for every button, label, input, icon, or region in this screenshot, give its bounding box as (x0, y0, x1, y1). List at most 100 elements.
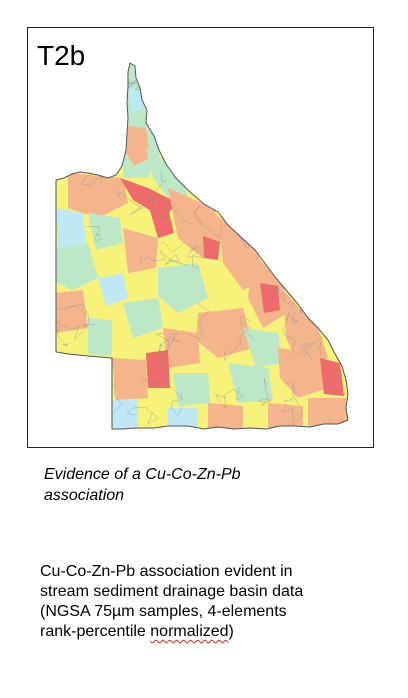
basin-region (320, 358, 344, 396)
map-caption: Evidence of a Cu-Co-Zn-Pb association (44, 464, 344, 506)
basin-boundary-line (193, 205, 223, 239)
basin-boundary-line (56, 356, 66, 377)
basin-region (163, 328, 200, 368)
basin-region (112, 358, 148, 400)
basin-regions (56, 63, 348, 429)
basin-region (173, 373, 210, 406)
basin-boundary-line (69, 303, 96, 327)
basin-region (128, 88, 143, 112)
basin-region (88, 213, 123, 250)
basin-region (56, 290, 88, 333)
basin-boundary-line (299, 299, 326, 314)
basin-boundary-line (224, 322, 250, 361)
basin-region (203, 236, 220, 260)
basin-boundary-line (56, 131, 62, 153)
basin-boundary-line (314, 214, 348, 243)
basin-boundary-line (147, 171, 166, 199)
basin-boundary-line (231, 112, 259, 137)
basin-boundary-line (56, 350, 67, 397)
basin-boundary-line (62, 147, 86, 164)
basin-boundary-line (203, 75, 223, 95)
basin-boundary-line (257, 377, 273, 407)
basin-boundary-line (85, 225, 102, 241)
basin-boundary-line (126, 407, 159, 425)
basin-region (308, 398, 348, 426)
basin-boundary-line (253, 163, 279, 195)
description-line-4-post: ) (228, 623, 234, 640)
basin-boundary-line (264, 285, 285, 298)
spellcheck-word: normalized (150, 623, 229, 640)
basin-boundary-line (282, 403, 302, 427)
basin-boundary-line (139, 197, 178, 218)
basin-boundary-line (229, 146, 256, 160)
basin-region (243, 328, 283, 368)
basin-boundary-line (80, 170, 102, 186)
drainage-basins (56, 63, 348, 429)
basin-boundary-line (170, 399, 184, 417)
basin-boundary-line (215, 387, 245, 408)
description-line-1: Cu-Co-Zn-Pb association evident in (40, 563, 293, 580)
basin-region (123, 298, 163, 338)
description-line-2: stream sediment drainage basin data (40, 583, 304, 600)
basin-boundary-line (140, 250, 190, 266)
basin-boundary-line (187, 302, 210, 340)
basin-boundary-line (145, 63, 167, 71)
basin-boundary-line (322, 63, 332, 71)
basin-region (260, 283, 280, 313)
basin-boundary-line (286, 311, 298, 326)
basin-boundary-line (282, 323, 313, 359)
basin-boundary-line (329, 221, 348, 246)
basin-boundary-line (56, 305, 87, 315)
basin-boundary-line (67, 100, 88, 122)
description-line-4-pre: rank-percentile (40, 623, 151, 640)
basin-boundary-line (321, 237, 348, 276)
basin-boundary-line (304, 336, 323, 357)
basin-boundary-line (328, 161, 348, 204)
basin-region (228, 363, 273, 403)
basin-boundary-line (233, 83, 241, 111)
basin-boundary-line (283, 382, 299, 406)
basin-boundary-line (116, 189, 143, 216)
basin-boundary-line (140, 376, 183, 401)
basin-boundary-line (308, 128, 339, 140)
basin-region (88, 318, 112, 356)
basin-boundary-line (56, 315, 70, 347)
basin-boundary-line (173, 63, 196, 76)
map-frame: T2b (27, 27, 374, 448)
basin-region (146, 148, 188, 198)
basin-boundary-line (167, 333, 181, 352)
basin-boundary-line (58, 63, 90, 80)
basin-region (98, 273, 128, 306)
description-text: Cu-Co-Zn-Pb association evident in strea… (40, 562, 380, 642)
basin-region (126, 126, 150, 166)
caption-line-1: Evidence of a Cu-Co-Zn-Pb (44, 466, 241, 483)
basin-region (112, 400, 138, 429)
basin-boundary-line (240, 315, 256, 341)
basin-boundary-line (99, 126, 124, 150)
basin-region (123, 228, 158, 273)
panel-label: T2b (37, 40, 86, 71)
queensland-drainage-map (55, 62, 349, 430)
basin-boundary-line (164, 253, 180, 266)
basin-region (278, 348, 328, 398)
basin-region (208, 403, 243, 429)
basin-region (56, 208, 86, 248)
basin-boundary-line (304, 173, 321, 190)
basin-boundary-line (221, 63, 246, 75)
caption-line-2: association (44, 487, 125, 504)
basin-boundary-line (60, 324, 84, 341)
basin-boundary-line (314, 221, 346, 247)
basin-boundary-line (159, 194, 194, 225)
description-line-4: rank-percentile normalized) (40, 622, 380, 642)
basin-region (56, 243, 98, 290)
basin-boundary-line (154, 333, 169, 354)
basin-boundary-line (295, 272, 322, 290)
basin-boundary-line (342, 231, 348, 244)
basin-boundary-line (173, 133, 196, 157)
description-line-3: (NGSA 75µm samples, 4-elements (40, 603, 287, 620)
basin-boundary-line (186, 243, 202, 259)
basin-region (158, 263, 208, 313)
basin-boundary-line (155, 241, 195, 253)
basin-boundary-line (329, 268, 348, 288)
basin-boundary-line (83, 99, 100, 124)
